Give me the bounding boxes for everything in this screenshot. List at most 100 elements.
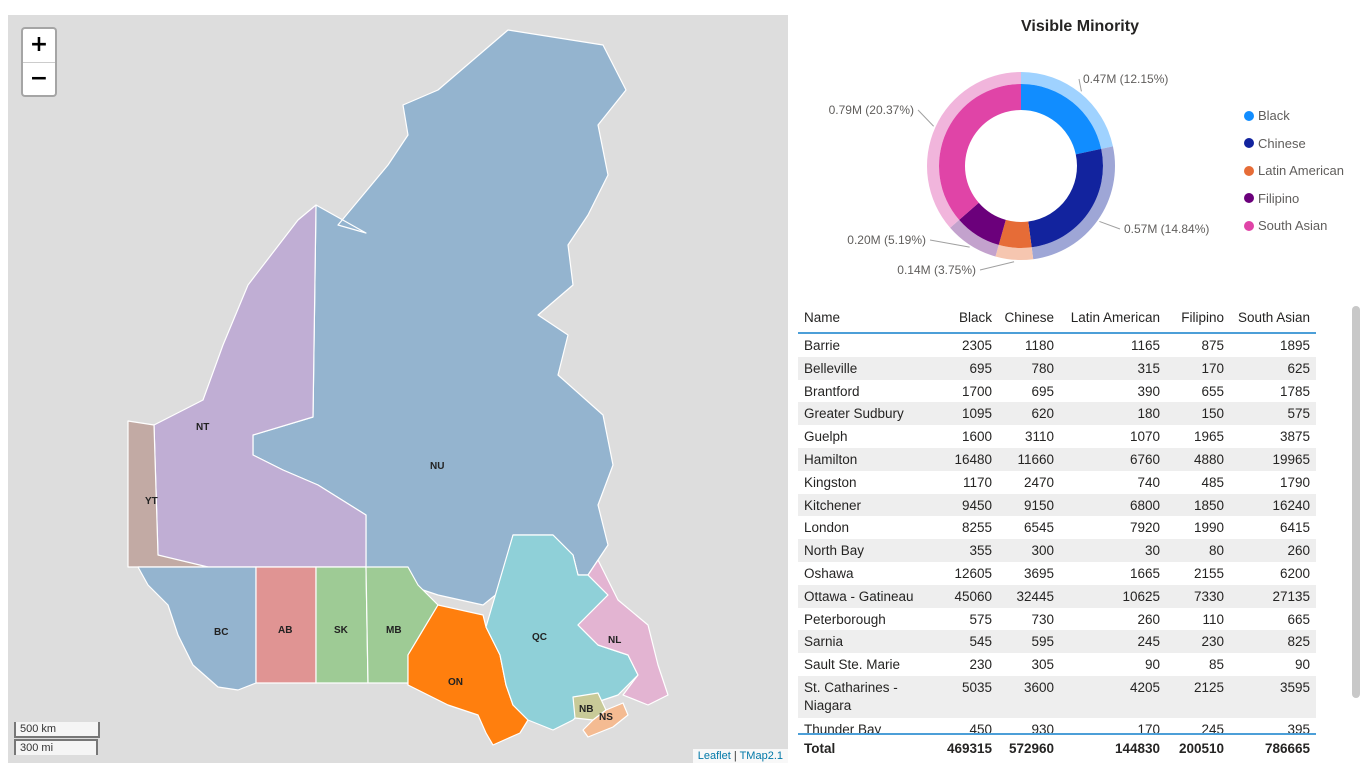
label-NT: NT	[196, 422, 209, 433]
slice-outer-filipino[interactable]	[950, 219, 999, 257]
legend-item-latin-american[interactable]: Latin American	[1244, 157, 1344, 185]
table-row[interactable]: Hamilton 16480 11660 6760 4880 19965	[798, 447, 1316, 471]
slice-outer-latin-american[interactable]	[995, 244, 1034, 260]
leader-line-chinese	[1099, 220, 1121, 230]
cell-chinese: 620	[1031, 406, 1054, 422]
legend-dot-icon	[1244, 110, 1254, 121]
label-NS: NS	[599, 712, 613, 723]
map-attribution: Leaflet | TMap2.1	[692, 749, 788, 763]
slice-latin-american[interactable]	[998, 219, 1032, 248]
cell-name: Belleville	[804, 360, 858, 376]
cell-filipino: 2125	[1193, 679, 1224, 695]
cell-chinese: 1180	[1024, 338, 1054, 353]
cell-chinese: 3600	[1023, 679, 1054, 695]
legend-item-chinese[interactable]: Chinese	[1244, 130, 1344, 158]
column-header-latin-american[interactable]: Latin American	[1070, 309, 1160, 325]
scale-bar-km: 500 km	[14, 722, 100, 738]
table-row[interactable]: Guelph 1600 3110 1070 1965 3875	[798, 425, 1316, 448]
table-scrollbar[interactable]	[1352, 306, 1360, 698]
cell-name: Greater Sudbury	[804, 406, 904, 422]
column-header-black[interactable]: Black	[958, 309, 992, 325]
table-row[interactable]: Oshawa 12605 3695 1665 2155 6200	[798, 562, 1316, 585]
cell-black: 695	[969, 360, 992, 376]
cell-filipino: 170	[1201, 360, 1224, 376]
legend-dot-icon	[1244, 193, 1254, 204]
province-map[interactable]: NT NU YT BC AB SK MB ON QC NL NB NS	[8, 15, 788, 763]
column-header-south-asian[interactable]: South Asian	[1237, 309, 1310, 325]
cell-south-asian: 260	[1287, 543, 1310, 559]
cell-latin-american: 1165	[1130, 338, 1160, 353]
slice-filipino[interactable]	[959, 202, 1006, 245]
total-filipino: 200510	[1178, 740, 1224, 756]
cell-name: Guelph	[804, 429, 848, 445]
slice-chinese[interactable]	[1028, 148, 1103, 248]
table-header: Name Black Chinese Latin American Filipi…	[798, 302, 1316, 334]
table-row[interactable]: London 8255 6545 7920 1990 6415	[798, 516, 1316, 539]
map-panel[interactable]: NT NU YT BC AB SK MB ON QC NL NB NS + − …	[8, 15, 788, 763]
tmap-link[interactable]: TMap2.1	[739, 750, 783, 762]
zoom-out-button[interactable]: −	[23, 62, 55, 95]
cell-south-asian: 27135	[1272, 588, 1310, 604]
slice-outer-black[interactable]	[1021, 72, 1113, 149]
table-row[interactable]: Greater Sudbury 1095 620 180 150 575	[798, 402, 1316, 426]
cell-latin-american: 740	[1137, 474, 1160, 490]
cell-name: Thunder Bay	[804, 721, 882, 733]
column-header-name[interactable]: Name	[804, 309, 841, 325]
label-BC: BC	[214, 627, 228, 638]
data-label-black: 0.47M (12.15%)	[1083, 72, 1168, 86]
label-AB: AB	[278, 625, 292, 636]
cell-black: 575	[969, 611, 992, 627]
cell-south-asian: 1790	[1279, 474, 1310, 490]
leaflet-link[interactable]: Leaflet	[697, 750, 731, 762]
table-row[interactable]: Sarnia 545 595 245 230 825	[798, 630, 1316, 654]
cell-black: 12605	[954, 565, 992, 581]
slice-outer-chinese[interactable]	[1031, 146, 1115, 260]
zoom-in-button[interactable]: +	[29, 32, 49, 57]
table-row[interactable]: Ottawa - Gatineau 45060 32445 10625 7330 2713…	[798, 584, 1316, 608]
label-NL: NL	[608, 635, 621, 646]
cell-south-asian: 3595	[1279, 679, 1310, 695]
table-row[interactable]: Kitchener 9450 9150 6800 1850 16240	[798, 493, 1316, 517]
cell-black: 545	[969, 634, 992, 650]
province-QC[interactable]	[485, 534, 639, 731]
leader-line-filipino	[929, 239, 970, 248]
column-header-filipino[interactable]: Filipino	[1181, 309, 1224, 325]
table-row[interactable]: Barrie 2305 1180 1165 875 1895	[798, 334, 1316, 357]
label-NU: NU	[430, 461, 444, 472]
cell-chinese: 9150	[1023, 497, 1054, 513]
table-row[interactable]: St. Catharines - Niagara 5035 3600 4205 2125…	[798, 675, 1316, 718]
slice-black[interactable]	[1021, 84, 1102, 155]
cell-chinese: 780	[1031, 360, 1054, 376]
table-row[interactable]: Thunder Bay 450 930 170 245 395	[798, 718, 1316, 733]
cell-south-asian: 1785	[1279, 383, 1310, 399]
cell-filipino: 150	[1201, 406, 1224, 422]
data-table: Name Black Chinese Latin American Filipi…	[798, 302, 1316, 762]
column-header-chinese[interactable]: Chinese	[1004, 309, 1054, 325]
cell-filipino: 7330	[1193, 588, 1224, 604]
cell-black: 9450	[961, 497, 992, 513]
cell-latin-american: 1665	[1129, 565, 1160, 581]
legend-item-black[interactable]: Black	[1244, 102, 1344, 130]
table-row[interactable]: Sault Ste. Marie 230 305 90 85 90	[798, 653, 1316, 676]
data-label-latin-american: 0.14M (3.75%)	[897, 263, 976, 277]
table-row[interactable]: Brantford 1700 695 390 655 1785	[798, 380, 1316, 403]
table-row[interactable]: Kingston 1170 2470 740 485 1790	[798, 471, 1316, 494]
table-body[interactable]: Barrie 2305 1180 1165 875 1895 Belleville 695 78…	[798, 334, 1316, 733]
province-NL[interactable]	[577, 559, 669, 706]
table-row[interactable]: North Bay 355 300 30 80 260	[798, 539, 1316, 562]
legend-item-south-asian[interactable]: South Asian	[1244, 212, 1344, 240]
table-total-row: Total 469315 572960 144830 200510 786665	[798, 733, 1316, 761]
province-NS[interactable]	[582, 702, 629, 738]
donut-chart[interactable]: 0.47M (12.15%) 0.57M (14.84%) 0.14M (3.75%…	[800, 60, 1240, 290]
slice-outer-south-asian[interactable]	[927, 72, 1021, 228]
province-BC[interactable]	[137, 566, 257, 691]
table-row[interactable]: Belleville 695 780 315 170 625	[798, 356, 1316, 380]
legend-item-filipino[interactable]: Filipino	[1244, 185, 1344, 213]
cell-black: 450	[969, 721, 992, 733]
cell-name: Brantford	[804, 383, 860, 399]
cell-latin-american: 6800	[1129, 497, 1160, 513]
cell-name: London	[804, 520, 850, 536]
slice-south-asian[interactable]	[939, 84, 1021, 220]
cell-south-asian: 665	[1287, 611, 1310, 627]
table-row[interactable]: Peterborough 575 730 260 110 665	[798, 608, 1316, 631]
